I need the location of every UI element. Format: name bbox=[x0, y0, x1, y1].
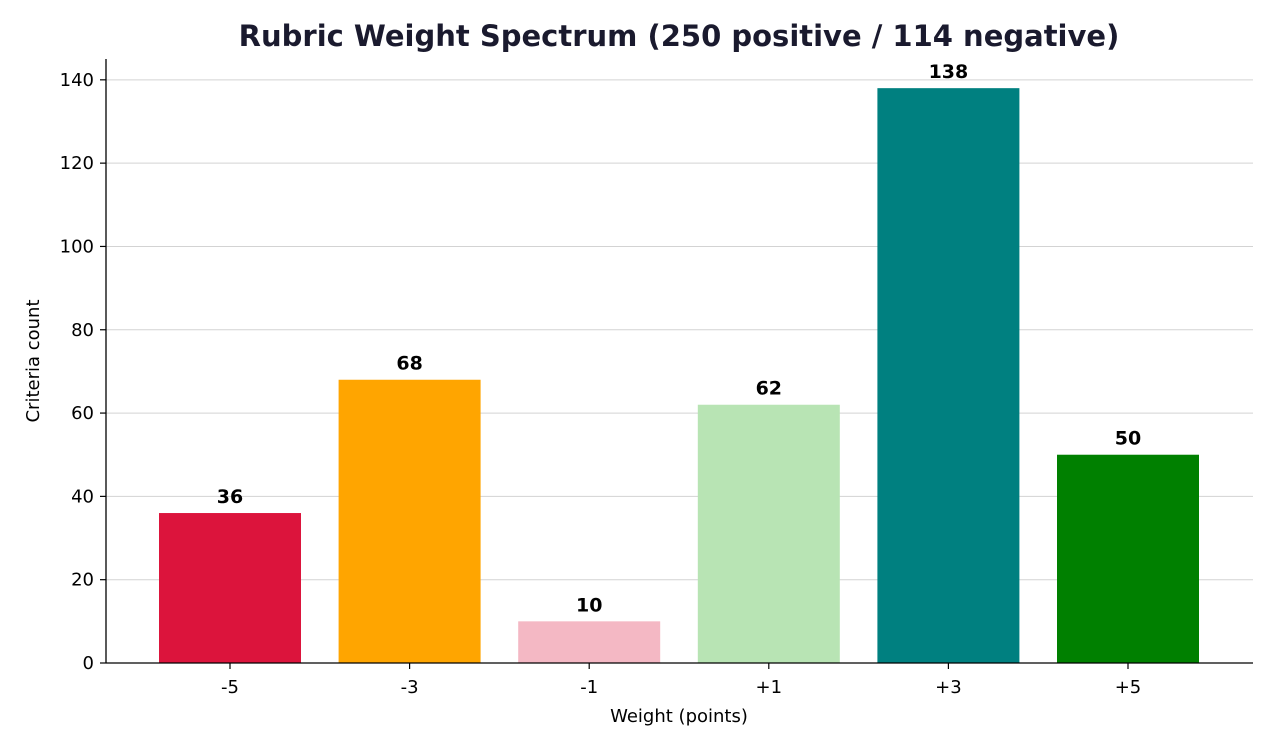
x-tick-label: +5 bbox=[1115, 677, 1142, 698]
x-tick-label: +1 bbox=[756, 677, 783, 698]
bar bbox=[159, 513, 301, 663]
y-tick-label: 80 bbox=[71, 320, 94, 341]
chart-title: Rubric Weight Spectrum (250 positive / 1… bbox=[239, 19, 1120, 53]
labels: 0 20 40 60 80 100 120 140 36 -5 68 -3 10 -1 62 +1 138 +3 5… bbox=[60, 61, 1142, 698]
bar bbox=[877, 88, 1020, 663]
data-label: 10 bbox=[576, 594, 602, 616]
bar bbox=[338, 379, 481, 663]
y-tick-label: 40 bbox=[71, 486, 94, 507]
bars bbox=[159, 88, 1199, 663]
x-axis-label: Weight (points) bbox=[610, 706, 748, 727]
y-tick-label: 60 bbox=[71, 403, 94, 424]
x-tick-label: -1 bbox=[580, 677, 598, 698]
y-tick-label: 120 bbox=[60, 153, 94, 174]
bar bbox=[518, 621, 661, 663]
x-tick-label: -3 bbox=[401, 677, 419, 698]
axes bbox=[100, 59, 1253, 669]
x-tick-label: +3 bbox=[935, 677, 962, 698]
data-label: 68 bbox=[396, 353, 422, 375]
y-tick-label: 20 bbox=[71, 570, 94, 591]
grid bbox=[106, 79, 1253, 581]
bar bbox=[697, 404, 840, 663]
data-label: 36 bbox=[217, 486, 243, 508]
data-label: 62 bbox=[756, 378, 782, 400]
y-tick-label: 0 bbox=[83, 653, 94, 674]
data-label: 50 bbox=[1115, 428, 1141, 450]
y-tick-label: 100 bbox=[60, 236, 94, 257]
data-label: 138 bbox=[929, 61, 969, 83]
x-tick-label: -5 bbox=[221, 677, 239, 698]
bar bbox=[1057, 454, 1199, 663]
y-tick-label: 140 bbox=[60, 70, 94, 91]
y-axis-label: Criteria count bbox=[23, 299, 44, 422]
